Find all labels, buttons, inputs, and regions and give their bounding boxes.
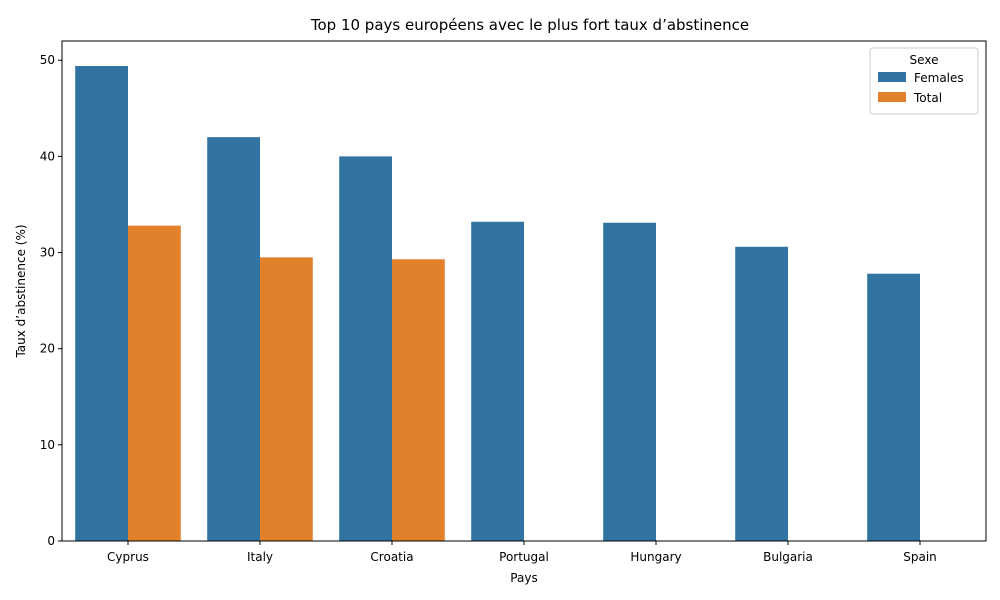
y-tick-label: 50 bbox=[40, 53, 55, 67]
bar-total-italy bbox=[260, 257, 313, 541]
bar-females-croatia bbox=[339, 156, 392, 541]
bar-females-italy bbox=[207, 137, 260, 541]
x-axis-ticks: Cyprus Italy Croatia Portugal Hungary Bulgari… bbox=[107, 541, 937, 564]
legend-swatch-females bbox=[878, 72, 906, 82]
legend-label-females: Females bbox=[914, 71, 964, 85]
y-axis-ticks: 0 10 20 30 40 50 bbox=[40, 53, 62, 548]
legend-swatch-total bbox=[878, 92, 906, 102]
y-tick-label: 30 bbox=[40, 246, 55, 260]
bar-total-cyprus bbox=[128, 225, 181, 541]
bar-females-spain bbox=[867, 273, 920, 541]
bar-total-croatia bbox=[392, 259, 445, 541]
bar-females-portugal bbox=[471, 221, 524, 541]
bar-females-bulgaria bbox=[735, 246, 788, 541]
y-tick-label: 40 bbox=[40, 149, 55, 163]
x-tick-label: Hungary bbox=[630, 550, 681, 564]
x-tick-label: Croatia bbox=[370, 550, 413, 564]
y-tick-label: 20 bbox=[40, 342, 55, 356]
legend-items: Females Total bbox=[878, 71, 964, 105]
legend-label-total: Total bbox=[913, 91, 942, 105]
bars-group bbox=[75, 66, 920, 541]
bar-females-hungary bbox=[603, 222, 656, 541]
y-tick-label: 0 bbox=[47, 534, 55, 548]
x-tick-label: Cyprus bbox=[107, 550, 149, 564]
bar-females-cyprus bbox=[75, 66, 128, 541]
y-axis-label: Taux d’abstinence (%) bbox=[14, 224, 28, 358]
y-tick-label: 10 bbox=[40, 438, 55, 452]
x-tick-label: Italy bbox=[247, 550, 273, 564]
chart-title: Top 10 pays européens avec le plus fort … bbox=[310, 16, 749, 34]
x-tick-label: Spain bbox=[903, 550, 937, 564]
legend-title: Sexe bbox=[910, 53, 939, 67]
x-tick-label: Portugal bbox=[499, 550, 549, 564]
x-axis-label: Pays bbox=[510, 571, 537, 585]
x-tick-label: Bulgaria bbox=[763, 550, 813, 564]
legend: Sexe Females Total bbox=[869, 47, 979, 115]
plot-frame bbox=[61, 40, 987, 542]
